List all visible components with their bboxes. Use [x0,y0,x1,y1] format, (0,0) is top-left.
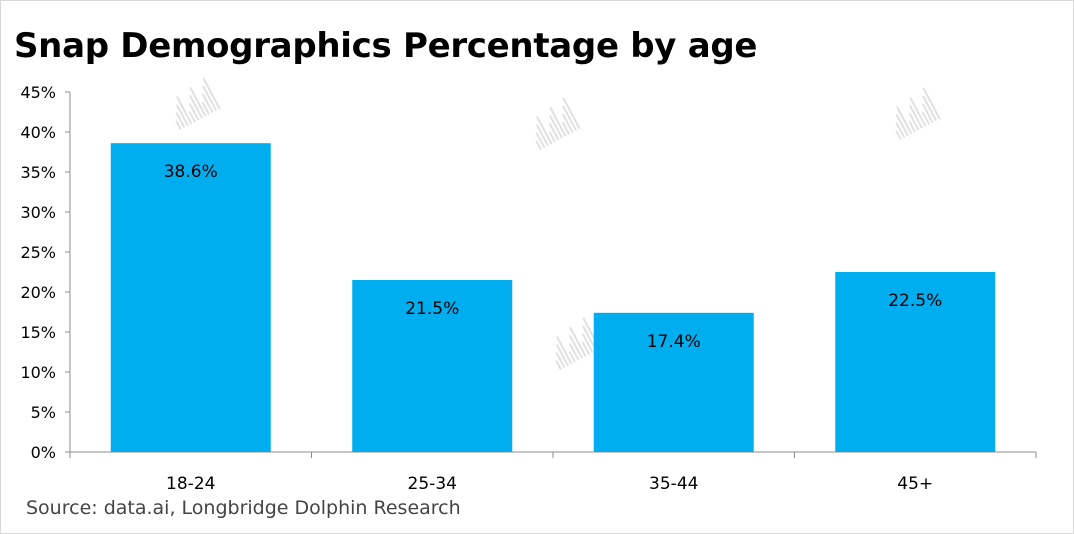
watermark-mark [535,97,581,150]
y-tick-label: 45% [20,83,56,102]
bar-25-34 [352,280,513,452]
data-label: 21.5% [405,299,459,319]
watermark-mark [555,317,601,370]
y-tick-label: 40% [20,123,56,142]
bar-45+ [835,272,996,452]
source-note: Source: data.ai, Longbridge Dolphin Rese… [26,497,461,519]
y-tick-label: 0% [31,443,56,462]
chart-bars [110,143,996,452]
x-tick-label: 45+ [897,474,933,494]
y-tick-label: 10% [20,363,56,382]
watermark-mark [895,87,941,140]
y-tick-label: 5% [31,403,56,422]
y-tick-label: 25% [20,243,56,262]
y-tick-label: 20% [20,283,56,302]
watermark-mark [175,77,221,130]
chart-axes: 0% 5% 10% 15% 20% 25% 30% 35% 40% 45% [20,83,1037,462]
y-tick-label: 35% [20,163,56,182]
x-tick-label: 25-34 [408,474,457,494]
bar-18-24 [110,143,271,452]
x-tick-label: 18-24 [166,474,215,494]
data-label: 38.6% [164,162,218,182]
chart-title: Snap Demographics Percentage by age [14,26,758,66]
data-label: 22.5% [888,291,942,311]
data-label: 17.4% [647,332,701,352]
x-tick-label: 35-44 [649,474,698,494]
y-tick-label: 15% [20,323,56,342]
chart-labels: 38.6% 18-24 21.5% 25-34 17.4% 35-44 22.5% 45+ [164,162,943,494]
y-tick-label: 30% [20,203,56,222]
bar-35-44 [593,312,754,452]
